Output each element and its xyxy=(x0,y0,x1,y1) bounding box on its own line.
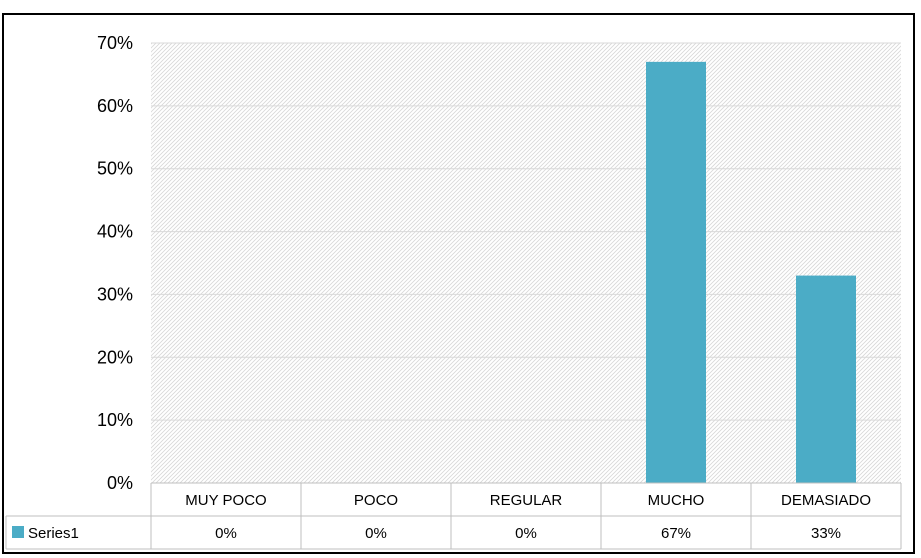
data-label: 67% xyxy=(661,525,691,542)
category-label: MUCHO xyxy=(648,492,705,509)
bar-chart: 0% 10% 20% 30% 40% 50% 60% 70% MUY POCO 0% POCO 0%… xyxy=(5,33,902,550)
bar xyxy=(796,275,856,483)
y-tick-label: 50% xyxy=(97,159,133,179)
y-tick-label: 0% xyxy=(107,473,133,493)
data-label: 0% xyxy=(365,525,387,542)
y-tick-label: 40% xyxy=(97,222,133,242)
y-tick-label: 20% xyxy=(97,347,133,367)
legend-swatch xyxy=(12,526,24,538)
y-tick-label: 10% xyxy=(97,410,133,430)
data-label: 0% xyxy=(215,525,237,542)
data-label: 33% xyxy=(811,525,841,542)
y-tick-label: 60% xyxy=(97,96,133,116)
bar xyxy=(646,61,706,483)
legend-label: Series1 xyxy=(28,525,79,542)
category-label: DEMASIADO xyxy=(781,492,871,509)
y-tick-label: 70% xyxy=(97,33,133,53)
chart-frame: 0% 10% 20% 30% 40% 50% 60% 70% MUY POCO 0% POCO 0%… xyxy=(2,13,915,554)
category-label: POCO xyxy=(354,492,398,509)
category-label: REGULAR xyxy=(490,492,563,509)
category-label: MUY POCO xyxy=(185,492,266,509)
data-label: 0% xyxy=(515,525,537,542)
plot-area xyxy=(151,43,901,483)
y-tick-label: 30% xyxy=(97,284,133,304)
